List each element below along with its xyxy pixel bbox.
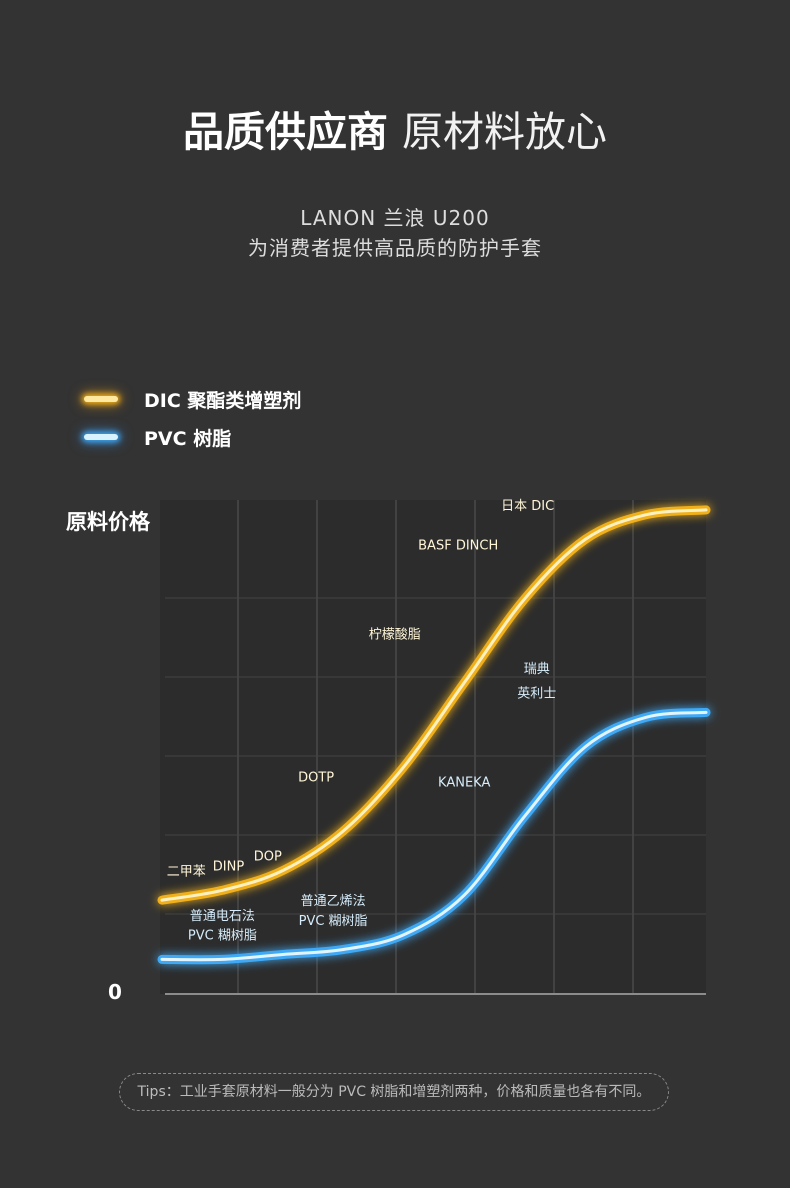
subtitle-brand: LANON 兰浪 U200 bbox=[300, 206, 490, 230]
y-origin-label: 0 bbox=[108, 980, 122, 1004]
annotation-pvc-5: 瑞典 bbox=[524, 662, 550, 677]
annotation-dic-5: BASF DINCH bbox=[418, 538, 498, 553]
annotation-dic-1: DINP bbox=[213, 860, 245, 875]
legend-item-dic: DIC 聚酯类增塑剂 bbox=[84, 385, 301, 413]
headline-bold: 品质供应商 bbox=[183, 108, 388, 156]
grid bbox=[165, 500, 706, 994]
tips-note: Tips：工业手套原材料一般分为 PVC 树脂和增塑剂两种，价格和质量也各有不同… bbox=[119, 1073, 669, 1111]
series-layer bbox=[157, 505, 711, 965]
annotation-pvc-4: KANEKA bbox=[438, 776, 490, 791]
legend-label-pvc: PVC 树脂 bbox=[144, 427, 232, 450]
annotation-layer: 二甲苯 DINP DOP DOTP 柠檬酸脂 BASF DINCH 日本 DIC 普通电石法 P… bbox=[167, 499, 557, 944]
legend-label-dic: DIC 聚酯类增塑剂 bbox=[144, 389, 302, 412]
series-line-dic bbox=[160, 508, 708, 902]
subtitle-tagline: 为消费者提供高品质的防护手套 bbox=[248, 236, 542, 260]
legend-swatch-gold bbox=[84, 396, 118, 402]
annotation-pvc-3: PVC 糊树脂 bbox=[299, 913, 368, 929]
annotation-pvc-1: PVC 糊树脂 bbox=[188, 928, 257, 944]
plot-area bbox=[160, 500, 706, 994]
annotation-pvc-0: 普通电石法 bbox=[190, 909, 255, 924]
series-line-pvc bbox=[160, 710, 708, 962]
annotation-pvc-6: 英利士 bbox=[517, 687, 556, 702]
annotation-dic-2: DOP bbox=[254, 850, 282, 865]
headline-light: 原材料放心 bbox=[402, 108, 607, 156]
annotation-dic-3: DOTP bbox=[298, 771, 334, 786]
y-axis-label: 原料价格 bbox=[66, 510, 150, 534]
headline: 品质供应商 原材料放心 bbox=[0, 104, 790, 160]
annotation-dic-0: 二甲苯 bbox=[167, 864, 206, 879]
legend-item-pvc: PVC 树脂 bbox=[84, 423, 231, 451]
annotation-dic-4: 柠檬酸脂 bbox=[369, 627, 421, 642]
legend-swatch-blue bbox=[84, 434, 118, 440]
annotation-pvc-2: 普通乙烯法 bbox=[301, 894, 366, 909]
annotation-dic-6: 日本 DIC bbox=[501, 499, 554, 514]
